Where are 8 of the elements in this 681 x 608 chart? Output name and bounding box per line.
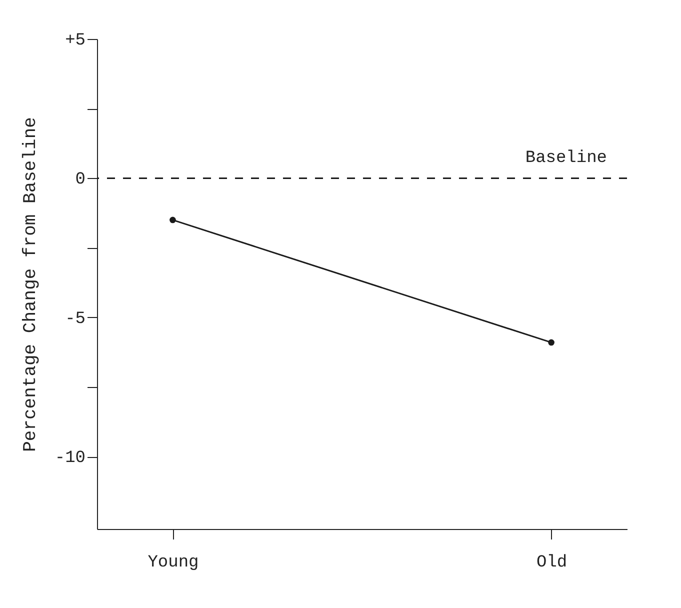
x-tick-label: Old — [536, 554, 568, 572]
y-tick-label: +5 — [65, 32, 86, 50]
y-tick-label: 0 — [75, 170, 86, 190]
x-tick-label: Young — [148, 554, 199, 572]
y-axis-title: Percentage Change from Baseline — [20, 117, 41, 452]
y-tick-label: -5 — [65, 310, 86, 329]
ref-line-label: Baseline — [525, 149, 607, 168]
y-tick-label: -10 — [54, 449, 86, 468]
